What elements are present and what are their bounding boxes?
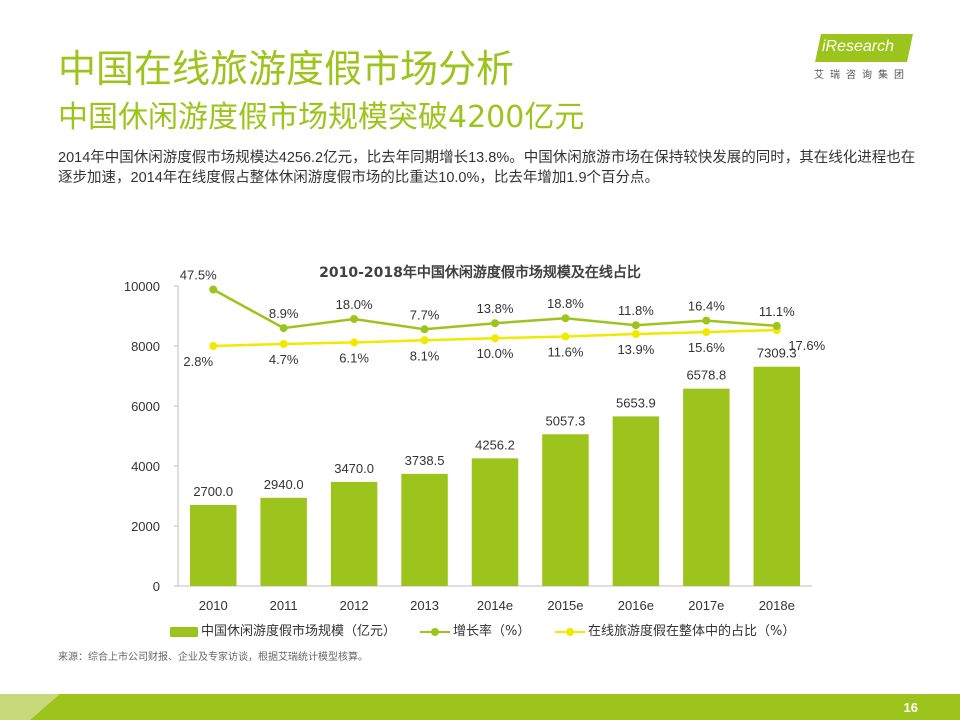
- growth-point: [350, 315, 359, 323]
- growth-data-label: 8.9%: [269, 306, 299, 321]
- legend-growth-swatch: [420, 627, 450, 636]
- bar-value-label: 4256.2: [475, 437, 515, 452]
- share-point: [420, 336, 429, 345]
- x-tick-label: 2011: [270, 598, 298, 613]
- growth-point: [772, 321, 781, 330]
- share-data-label: 4.7%: [269, 352, 299, 367]
- growth-data-label: 7.7%: [410, 307, 440, 322]
- share-data-label: 10.0%: [477, 346, 514, 361]
- share-point: [279, 339, 288, 348]
- bar: [542, 434, 589, 586]
- growth-point: [702, 316, 711, 325]
- bar: [260, 497, 307, 586]
- growth-data-label: 18.0%: [336, 297, 373, 312]
- growth-data-label: 11.8%: [618, 303, 654, 318]
- share-point: [702, 328, 711, 337]
- bar: [471, 458, 519, 586]
- share-point: [561, 332, 570, 341]
- share-data-label: 6.1%: [339, 350, 369, 365]
- share-data-label: 13.9%: [617, 342, 654, 357]
- growth-data-label: 18.8%: [547, 296, 584, 311]
- bar: [401, 473, 448, 586]
- growth-point: [491, 319, 499, 328]
- bar-value-label: 6578.8: [686, 368, 726, 383]
- bar-value-label: 3738.5: [405, 453, 445, 468]
- y-tick-label: 4000: [131, 459, 160, 474]
- share-data-label: 17.6%: [788, 338, 825, 353]
- bar-value-label: 5653.9: [616, 395, 656, 410]
- bar-value-label: 2700.0: [193, 484, 233, 499]
- bar: [753, 366, 801, 586]
- bar: [683, 388, 730, 586]
- x-tick-label: 2015e: [547, 598, 583, 613]
- bar: [612, 416, 660, 586]
- growth-data-label: 16.4%: [688, 299, 725, 314]
- legend-bar-swatch: [170, 626, 198, 637]
- source-note: 来源：综合上市公司财报、企业及专家访谈，根据艾瑞统计模型核算。: [58, 652, 368, 663]
- bar: [330, 481, 378, 586]
- legend-growth-label: 增长率（%）: [453, 624, 531, 639]
- bar-value-label: 3470.0: [334, 461, 374, 476]
- y-tick-label: 6000: [131, 399, 160, 414]
- bar-value-label: 7309.3: [757, 346, 797, 361]
- share-point: [631, 330, 640, 338]
- page-number: 16: [903, 700, 918, 715]
- growth-point: [561, 314, 570, 323]
- share-data-label: 15.6%: [688, 340, 725, 355]
- y-tick-label: 2000: [131, 519, 160, 534]
- legend-item-share: 在线旅游度假在整体中的占比（%）: [555, 620, 795, 639]
- x-tick-label: 2016e: [618, 598, 654, 613]
- legend-item-bar: 中国休闲游度假市场规模（亿元）: [170, 620, 396, 639]
- growth-point: [279, 324, 288, 333]
- x-tick-label: 2018e: [759, 598, 795, 613]
- growth-data-label: 11.1%: [759, 304, 795, 319]
- share-data-label: 8.1%: [410, 348, 440, 363]
- x-tick-label: 2010: [199, 598, 228, 613]
- page-subtitle: 中国休闲游度假市场规模突破4200亿元: [58, 100, 585, 135]
- growth-point: [631, 321, 640, 330]
- x-tick-label: 2017e: [688, 598, 724, 613]
- bar: [189, 505, 237, 586]
- share-data-label: 11.6%: [547, 344, 583, 359]
- x-tick-label: 2013: [410, 598, 439, 613]
- footer-bar: [0, 694, 960, 720]
- logo-sub: 艾瑞咨询集团: [814, 70, 910, 81]
- x-tick-label: 2012: [340, 598, 369, 613]
- page-title: 中国在线旅游度假市场分析: [58, 47, 515, 91]
- logo-brand: iResearch: [822, 38, 895, 55]
- x-tick-label: 2014e: [477, 598, 513, 613]
- growth-point: [420, 325, 429, 334]
- share-point: [491, 334, 499, 343]
- legend-share-swatch: [555, 627, 585, 636]
- y-tick-label: 0: [153, 579, 160, 594]
- share-point: [350, 338, 359, 347]
- y-tick-label: 8000: [131, 339, 160, 354]
- y-tick-label: 10000: [124, 279, 160, 294]
- bar-value-label: 2940.0: [264, 477, 304, 492]
- legend-bar-label: 中国休闲游度假市场规模（亿元）: [201, 624, 397, 639]
- bar-value-label: 5057.3: [546, 413, 586, 428]
- iresearch-logo: iResearch 艾瑞咨询集团: [808, 34, 918, 86]
- growth-point: [209, 285, 218, 294]
- description-text: 2014年中国休闲游度假市场规模达4256.2亿元，比去年同期增长13.8%。中…: [58, 150, 916, 186]
- growth-data-label: 13.8%: [477, 301, 514, 316]
- share-data-label: 2.8%: [183, 354, 213, 369]
- legend-item-growth: 增长率（%）: [420, 620, 530, 639]
- growth-data-label: 47.5%: [180, 268, 217, 283]
- share-point: [209, 342, 218, 350]
- chart-title: 2010-2018年中国休闲游度假市场规模及在线占比: [319, 265, 641, 281]
- legend-share-label: 在线旅游度假在整体中的占比（%）: [588, 624, 796, 639]
